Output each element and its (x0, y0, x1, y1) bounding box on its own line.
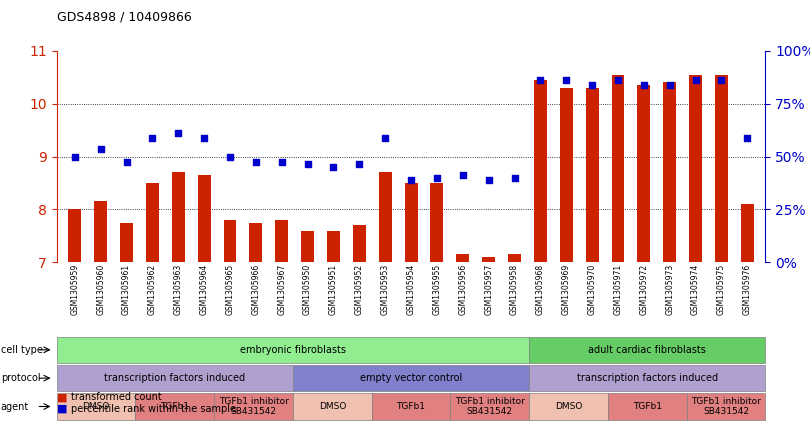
Text: TGFb1 inhibitor
SB431542: TGFb1 inhibitor SB431542 (455, 397, 525, 416)
Bar (456, 254, 469, 262)
Bar (715, 74, 728, 262)
Text: transcription factors induced: transcription factors induced (104, 373, 245, 383)
Point (249, 158, 262, 165)
Point (379, 135, 392, 141)
Point (534, 77, 547, 83)
Bar (172, 173, 185, 262)
Bar (560, 88, 573, 262)
Text: percentile rank within the sample: percentile rank within the sample (71, 404, 237, 414)
Point (456, 172, 469, 179)
Point (586, 82, 599, 88)
Point (94, 145, 107, 152)
Text: TGFb1 inhibitor
SB431542: TGFb1 inhibitor SB431542 (219, 397, 288, 416)
Point (172, 129, 185, 136)
Text: TGFb1: TGFb1 (633, 402, 662, 411)
Bar (508, 254, 521, 262)
Bar (637, 85, 650, 262)
Point (430, 174, 443, 181)
Bar (612, 74, 625, 262)
Text: protocol: protocol (1, 373, 41, 383)
Point (715, 77, 728, 83)
Point (275, 158, 288, 165)
Bar (249, 222, 262, 262)
Bar (224, 220, 237, 262)
Bar (68, 209, 81, 262)
Point (741, 135, 754, 141)
Bar (275, 220, 288, 262)
Text: ■: ■ (57, 392, 67, 402)
Point (146, 135, 159, 141)
Bar (405, 183, 417, 262)
Bar (120, 222, 133, 262)
Text: TGFb1: TGFb1 (397, 402, 425, 411)
Point (612, 77, 625, 83)
Point (637, 82, 650, 88)
Bar (353, 225, 366, 262)
Text: cell type: cell type (1, 345, 43, 355)
Point (353, 161, 366, 168)
Point (120, 158, 133, 165)
Text: DMSO: DMSO (83, 402, 110, 411)
Bar (741, 204, 754, 262)
Point (560, 77, 573, 83)
Bar (146, 183, 159, 262)
Point (689, 77, 702, 83)
Text: DMSO: DMSO (555, 402, 582, 411)
Bar (534, 80, 547, 262)
Bar (301, 231, 314, 262)
Point (508, 174, 521, 181)
Point (327, 164, 340, 170)
Text: ■: ■ (57, 404, 67, 414)
Point (301, 161, 314, 168)
Bar (327, 231, 340, 262)
Text: agent: agent (1, 401, 29, 412)
Bar (482, 257, 495, 262)
Text: GDS4898 / 10409866: GDS4898 / 10409866 (57, 11, 191, 24)
Bar (689, 74, 702, 262)
Text: TGFb1: TGFb1 (160, 402, 190, 411)
Point (405, 177, 418, 184)
Text: transcription factors induced: transcription factors induced (577, 373, 718, 383)
Text: empty vector control: empty vector control (360, 373, 463, 383)
Point (224, 153, 237, 160)
Point (198, 135, 211, 141)
Bar (430, 183, 443, 262)
Text: TGFb1 inhibitor
SB431542: TGFb1 inhibitor SB431542 (691, 397, 761, 416)
Point (663, 82, 676, 88)
Bar (663, 82, 676, 262)
Bar (198, 175, 211, 262)
Point (68, 153, 81, 160)
Text: embryonic fibroblasts: embryonic fibroblasts (240, 345, 346, 355)
Text: transformed count: transformed count (71, 392, 162, 402)
Text: DMSO: DMSO (318, 402, 346, 411)
Bar (586, 88, 599, 262)
Point (482, 177, 495, 184)
Text: adult cardiac fibroblasts: adult cardiac fibroblasts (588, 345, 706, 355)
Bar (94, 201, 107, 262)
Bar (379, 173, 392, 262)
